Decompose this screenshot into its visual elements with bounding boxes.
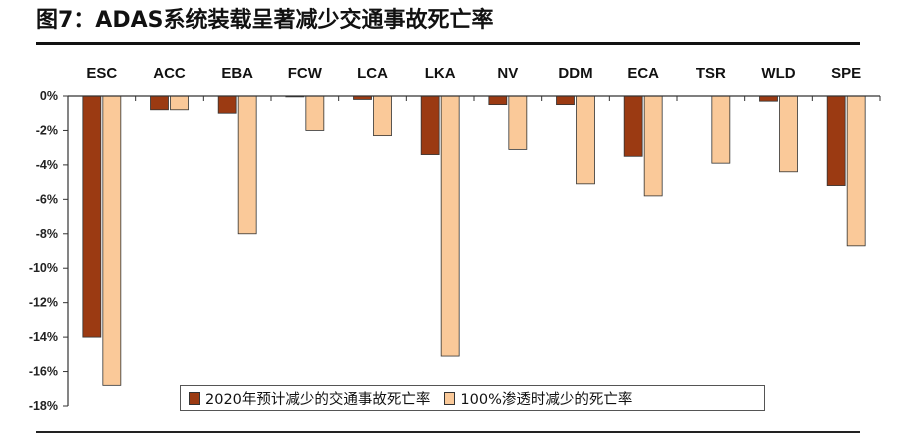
category-label-ddm: DDM [558,65,592,82]
y-tick-label: -8% [36,227,58,241]
y-tick-label: -12% [29,296,58,310]
y-tick-label: -10% [29,261,58,275]
bar-ddm-series2 [576,95,595,185]
title-divider [36,42,860,45]
category-label-spe: SPE [831,65,861,82]
y-tick-label: -14% [29,330,58,344]
category-label-tsr: TSR [696,65,726,82]
bar-eba-series2 [237,95,257,235]
bar-acc-series1 [150,95,169,111]
bar-nv-series1 [488,95,508,106]
y-tick-label: 0% [40,89,58,103]
legend-label-series2: 100%渗透时减少的死亡率 [460,391,633,408]
y-tick-label: -6% [36,192,58,206]
category-label-lka: LKA [425,65,456,82]
y-tick-label: -18% [29,399,58,413]
bar-esc-series2 [102,95,122,386]
bar-eba-series1 [217,95,237,114]
bar-fcw-series2 [305,95,325,131]
y-tick-label: -2% [36,123,58,137]
category-label-eba: EBA [221,65,253,82]
category-label-fcw: FCW [288,65,323,82]
bottom-divider [36,431,860,433]
legend-label-series1: 2020年预计减少的交通事故死亡率 [205,391,431,408]
category-label-wld: WLD [761,65,795,82]
bar-lka-series1 [420,95,440,155]
legend-item-series1: 2020年预计减少的交通事故死亡率 [189,388,430,409]
bar-esc-series1 [82,95,102,338]
legend-swatch-series1 [189,391,200,405]
bar-ddm-series1 [556,95,575,106]
legend-item-series2: 100%渗透时减少的死亡率 [444,388,632,409]
chart-legend: 2020年预计减少的交通事故死亡率 100%渗透时减少的死亡率 [180,385,765,411]
bar-spe-series2 [846,95,866,247]
category-label-nv: NV [497,65,518,82]
bar-lka-series2 [440,95,460,357]
bar-wld-series1 [759,95,778,102]
category-label-lca: LCA [357,65,388,82]
y-tick-label: -16% [29,365,58,379]
bar-nv-series2 [508,95,528,150]
bar-lca-series2 [373,95,392,137]
bar-eca-series1 [623,95,643,157]
legend-swatch-series2 [444,391,456,405]
bar-acc-series2 [170,95,189,111]
bar-wld-series2 [779,95,798,173]
category-label-eca: ECA [627,65,659,82]
bar-tsr-series2 [711,95,731,164]
bar-eca-series2 [643,95,663,197]
chart-title: 图7：ADAS系统装载呈著减少交通事故死亡率 [36,8,494,33]
category-label-esc: ESC [86,65,117,82]
category-label-acc: ACC [153,65,186,82]
bar-spe-series1 [826,95,846,186]
y-tick-label: -4% [36,158,58,172]
